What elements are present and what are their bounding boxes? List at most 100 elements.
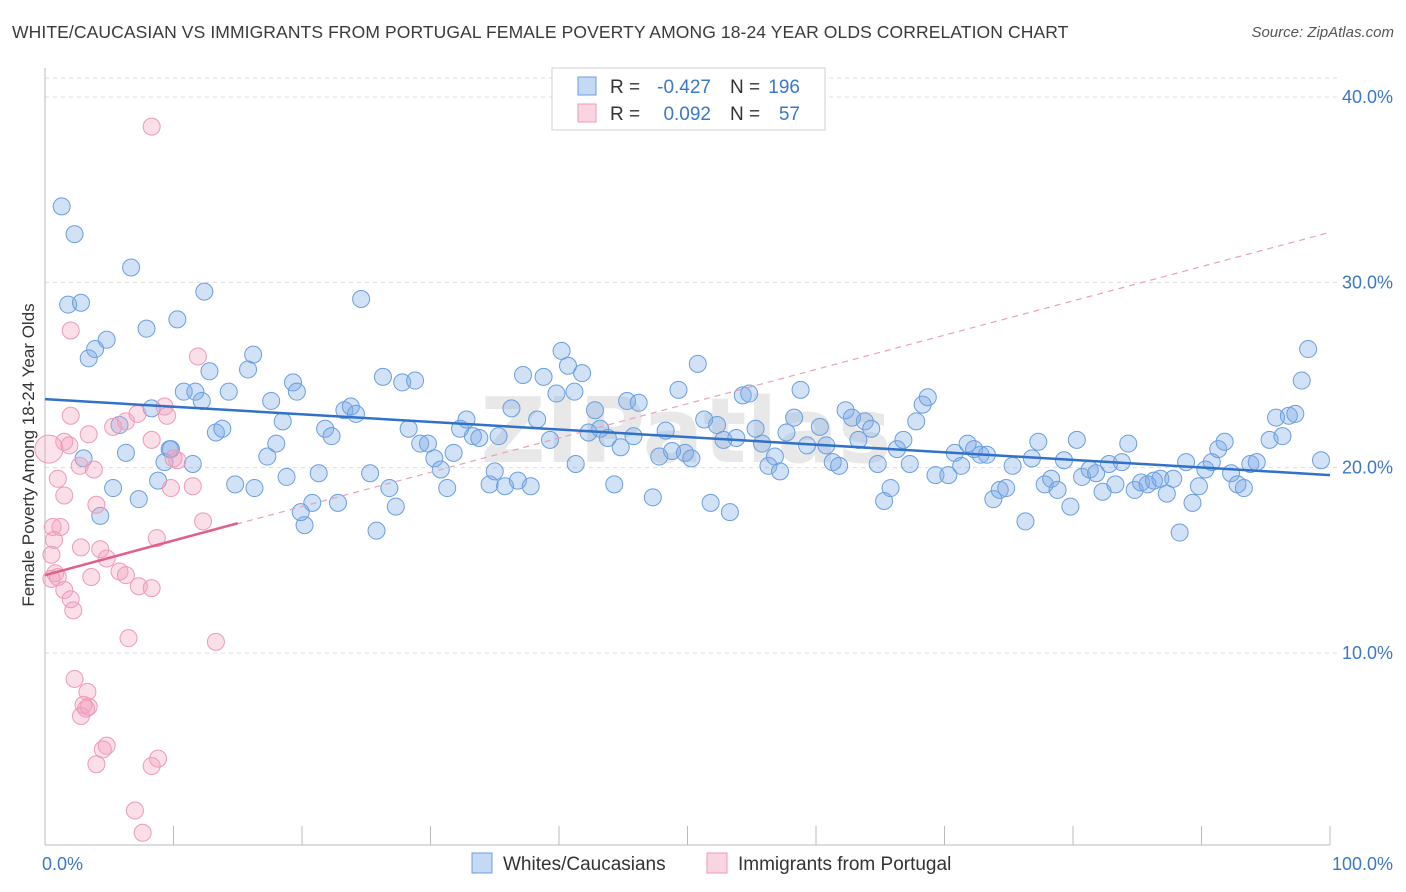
data-point-whites xyxy=(1119,434,1138,453)
data-point-whites xyxy=(1048,480,1067,499)
data-point-whites xyxy=(213,419,232,438)
data-point-whites xyxy=(425,449,444,468)
data-point-whites xyxy=(1234,479,1253,498)
data-point-portugal xyxy=(79,425,98,444)
data-point-whites xyxy=(907,412,926,431)
data-point-whites xyxy=(258,447,277,466)
data-point-portugal xyxy=(61,321,80,340)
data-point-portugal xyxy=(168,451,187,470)
data-point-whites xyxy=(611,438,630,457)
data-point-whites xyxy=(284,373,303,392)
data-point-whites xyxy=(1183,493,1202,512)
data-point-whites xyxy=(273,412,292,431)
legend-top-box xyxy=(551,67,826,131)
data-point-portugal xyxy=(64,601,83,620)
data-point-whites xyxy=(1292,371,1311,390)
data-point-whites xyxy=(116,443,135,462)
data-point-whites xyxy=(701,493,720,512)
data-point-portugal xyxy=(42,545,61,564)
legend-label-whites: Whites/Caucasians xyxy=(503,854,666,875)
data-point-whites xyxy=(836,401,855,420)
data-point-whites xyxy=(71,293,90,312)
data-point-whites xyxy=(411,434,430,453)
data-point-portugal xyxy=(125,801,144,820)
data-point-whites xyxy=(200,362,219,381)
data-point-whites xyxy=(1157,484,1176,503)
data-point-whites xyxy=(1299,340,1318,359)
data-point-portugal xyxy=(183,477,202,496)
data-point-whites xyxy=(708,416,727,435)
data-point-whites xyxy=(566,454,585,473)
data-point-whites xyxy=(168,310,187,329)
trend-line-whites xyxy=(44,397,1331,477)
data-point-whites xyxy=(1247,453,1266,472)
data-point-whites xyxy=(183,454,202,473)
y-tick-label: 30.0% xyxy=(1342,272,1393,292)
data-point-whites xyxy=(1312,451,1331,470)
data-point-whites xyxy=(1196,460,1215,479)
data-point-whites xyxy=(316,419,335,438)
data-point-whites xyxy=(552,341,571,360)
legend-n-value: 57 xyxy=(779,104,800,125)
data-point-whites xyxy=(952,456,971,475)
data-point-portugal xyxy=(55,580,74,599)
data-point-whites xyxy=(753,434,772,453)
data-point-portugal xyxy=(34,434,64,464)
data-point-whites xyxy=(624,427,643,446)
data-point-whites xyxy=(682,449,701,468)
data-point-whites xyxy=(830,456,849,475)
data-point-portugal xyxy=(188,347,207,366)
data-point-portugal xyxy=(79,697,98,716)
data-point-whites xyxy=(444,443,463,462)
data-point-whites xyxy=(643,488,662,507)
data-point-portugal xyxy=(116,566,135,585)
data-point-whites xyxy=(733,386,752,405)
data-point-whites xyxy=(1016,512,1035,531)
legend-bottom: Whites/Caucasians Immigrants from Portuga… xyxy=(471,852,951,875)
y-tick-label: 10.0% xyxy=(1342,643,1393,663)
x-tick-label: 100.0% xyxy=(1332,854,1393,874)
data-point-whites xyxy=(918,388,937,407)
y-tick-label: 20.0% xyxy=(1342,458,1393,478)
data-point-whites xyxy=(373,367,392,386)
data-point-whites xyxy=(939,466,958,485)
data-point-portugal xyxy=(128,404,147,423)
data-point-whites xyxy=(1087,464,1106,483)
data-point-whites xyxy=(122,258,141,277)
data-point-whites xyxy=(418,434,437,453)
trend-line-portugal xyxy=(44,522,239,577)
data-point-portugal xyxy=(206,632,225,651)
data-point-whites xyxy=(244,345,263,364)
legend-n-label: N = xyxy=(730,104,760,125)
data-point-whites xyxy=(1144,471,1163,490)
data-point-whites xyxy=(881,479,900,498)
data-point-whites xyxy=(618,391,637,410)
data-point-whites xyxy=(463,427,482,446)
data-point-whites xyxy=(514,366,533,384)
tick-labels: 10.0% 20.0% 30.0% 40.0% 0.0% 100.0% xyxy=(42,87,1393,874)
data-point-whites xyxy=(1189,477,1208,496)
data-point-whites xyxy=(489,427,508,446)
data-point-whites xyxy=(1029,432,1048,451)
data-point-whites xyxy=(558,356,577,375)
legend-n-value: 196 xyxy=(768,77,800,98)
data-point-whites xyxy=(565,382,584,401)
data-point-whites xyxy=(990,480,1009,499)
legend-swatch-whites xyxy=(471,852,493,874)
data-point-portugal xyxy=(65,669,84,688)
data-point-whites xyxy=(399,419,418,438)
data-point-portugal xyxy=(87,755,106,774)
legend-swatch-portugal xyxy=(577,103,597,123)
data-point-whites xyxy=(1106,475,1125,494)
legend-n-label: N = xyxy=(730,77,760,98)
legend-swatch-portugal xyxy=(706,852,728,874)
data-point-portugal xyxy=(119,629,138,648)
data-point-portugal xyxy=(61,406,80,425)
data-point-whites xyxy=(1273,427,1292,446)
data-point-portugal xyxy=(161,479,180,498)
data-point-portugal xyxy=(97,736,116,755)
data-point-portugal xyxy=(142,579,161,598)
data-point-whites xyxy=(746,419,765,438)
data-point-whites xyxy=(346,404,365,423)
data-point-whites xyxy=(727,429,746,448)
